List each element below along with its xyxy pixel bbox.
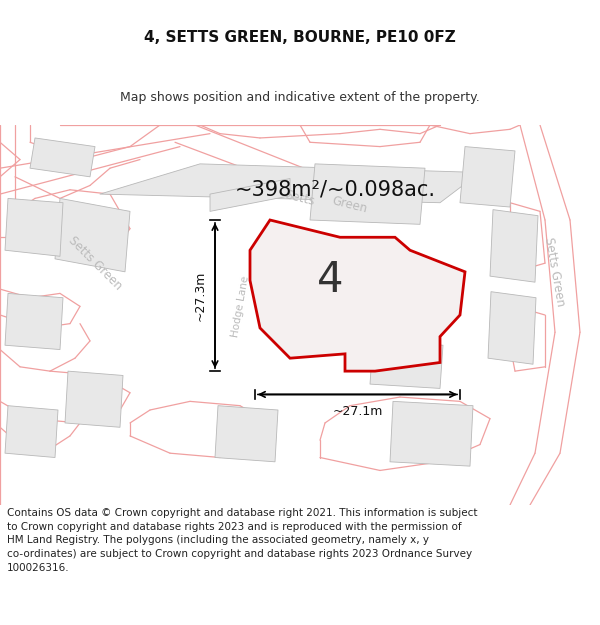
Text: Setts: Setts — [284, 189, 316, 208]
Polygon shape — [250, 220, 465, 371]
Text: Setts Green: Setts Green — [542, 236, 568, 308]
Text: Hodge Lane: Hodge Lane — [230, 275, 250, 338]
Text: Contains OS data © Crown copyright and database right 2021. This information is : Contains OS data © Crown copyright and d… — [7, 508, 478, 572]
Text: 4, SETTS GREEN, BOURNE, PE10 0FZ: 4, SETTS GREEN, BOURNE, PE10 0FZ — [144, 30, 456, 45]
Text: Green: Green — [331, 194, 369, 215]
Text: Setts Green: Setts Green — [65, 234, 124, 292]
Text: ~27.3m: ~27.3m — [194, 271, 207, 321]
Text: Map shows position and indicative extent of the property.: Map shows position and indicative extent… — [120, 91, 480, 104]
Text: 4: 4 — [317, 259, 344, 301]
Text: ~398m²/~0.098ac.: ~398m²/~0.098ac. — [235, 180, 436, 200]
Text: ~27.1m: ~27.1m — [332, 405, 383, 418]
